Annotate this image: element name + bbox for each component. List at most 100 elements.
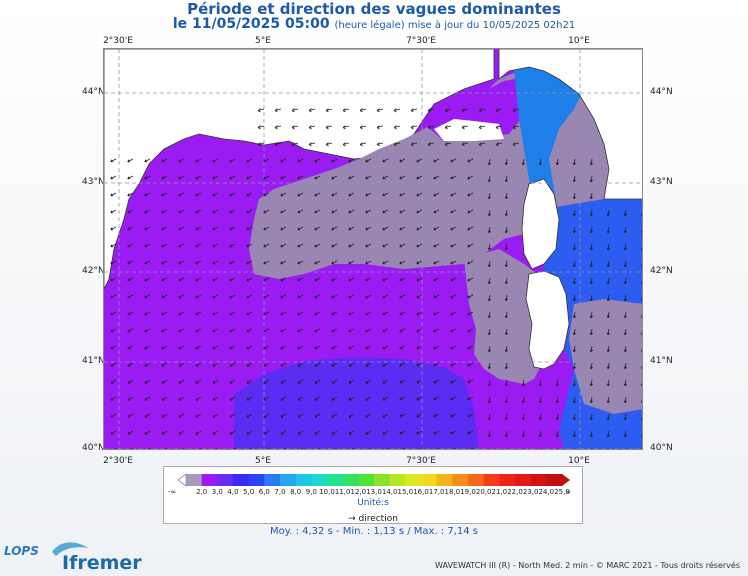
direction-arrow: [433, 192, 440, 197]
direction-arrow: [572, 226, 576, 234]
direction-arrow: [291, 108, 299, 113]
scale-label: 17,0: [428, 488, 445, 496]
direction-arrow: [178, 294, 185, 299]
direction-arrow: [487, 277, 491, 285]
direction-arrow: [178, 209, 185, 214]
direction-arrow: [416, 311, 423, 316]
direction-arrow: [331, 192, 338, 197]
lon-tick-top-2: 7°30'E: [406, 36, 436, 46]
direction-arrow: [467, 328, 474, 333]
direction-arrow: [110, 260, 117, 265]
direction-arrow: [195, 379, 202, 384]
land-gap-ligurian: [434, 119, 504, 141]
direction-arrow: [212, 209, 219, 214]
wave-map[interactable]: [103, 48, 643, 450]
direction-arrow: [263, 209, 270, 214]
direction-arrow: [314, 243, 321, 248]
direction-arrow: [504, 345, 508, 353]
direction-arrow: [487, 311, 491, 319]
direction-arrow: [314, 345, 321, 350]
direction-arrow: [623, 328, 627, 336]
direction-arrow: [161, 311, 168, 316]
direction-arrow: [365, 226, 372, 231]
direction-arrow: [555, 430, 559, 438]
direction-arrow: [263, 413, 270, 418]
direction-arrow: [331, 413, 338, 418]
direction-arrow: [280, 175, 287, 180]
direction-arrow: [512, 142, 520, 147]
direction-arrow: [591, 447, 593, 449]
direction-arrow: [331, 158, 338, 163]
direction-arrow: [110, 192, 117, 197]
direction-arrow: [110, 362, 117, 367]
direction-arrow: [555, 396, 559, 404]
direction-arrow: [512, 125, 520, 130]
direction-arrow: [623, 311, 627, 319]
direction-arrow: [461, 142, 469, 147]
direction-arrow: [246, 362, 253, 367]
direction-arrow: [504, 379, 508, 387]
direction-arrow: [467, 294, 474, 299]
direction-arrow: [427, 125, 435, 130]
direction-arrow: [450, 158, 457, 163]
direction-arrow: [450, 192, 457, 197]
direction-arrow: [257, 108, 265, 113]
scale-swatch: [327, 474, 344, 486]
direction-arrow: [212, 396, 219, 401]
direction-arrow: [263, 362, 270, 367]
direction-arrow: [487, 226, 491, 234]
direction-arrow: [212, 311, 219, 316]
direction-arrow: [365, 311, 372, 316]
lon-tick-top-3: 10°E: [568, 36, 590, 46]
direction-arrow: [399, 311, 406, 316]
direction-arrow: [263, 175, 270, 180]
direction-arrow: [263, 243, 270, 248]
direction-arrow: [589, 175, 593, 183]
direction-arrow: [572, 243, 576, 251]
direction-arrow: [314, 379, 321, 384]
scale-swatch: [546, 474, 563, 486]
direction-arrow: [246, 192, 253, 197]
direction-arrow: [178, 328, 185, 333]
direction-arrow: [555, 379, 559, 387]
direction-arrow: [572, 311, 576, 319]
direction-arrow: [331, 379, 338, 384]
direction-arrow: [416, 345, 423, 350]
direction-arrow: [572, 209, 576, 217]
direction-arrow: [416, 192, 423, 197]
scale-swatch: [201, 474, 218, 486]
scale-label: 12,0: [350, 488, 367, 496]
direction-arrow: [555, 413, 559, 421]
direction-arrow: [161, 192, 168, 197]
direction-arrow: [504, 260, 508, 268]
direction-arrow: [399, 413, 406, 418]
direction-arrow: [331, 430, 338, 435]
direction-arrow: [359, 108, 367, 113]
direction-arrow: [144, 226, 151, 231]
scale-swatch: [217, 474, 234, 486]
direction-arrow: [161, 158, 168, 163]
direction-arrow: [606, 260, 610, 268]
direction-arrow: [606, 209, 610, 217]
scale-swatch: [342, 474, 359, 486]
direction-arrow: [382, 209, 389, 214]
direction-arrow: [467, 226, 474, 231]
scale-label: 2,0: [196, 488, 208, 496]
direction-arrow: [623, 362, 627, 370]
direction-arrow: [433, 277, 440, 282]
direction-arrow: [606, 294, 610, 302]
scale-swatch: [421, 474, 438, 486]
direction-arrow: [348, 430, 355, 435]
direction-arrow: [467, 345, 474, 350]
direction-arrow: [467, 175, 474, 180]
direction-arrow: [178, 396, 185, 401]
direction-arrow: [280, 413, 287, 418]
direction-arrow: [434, 447, 440, 449]
direction-arrow: [467, 396, 474, 401]
direction-arrow: [399, 209, 406, 214]
direction-arrow: [504, 362, 508, 370]
ifremer-logo: Ifremer: [62, 552, 142, 574]
direction-arrow: [623, 260, 627, 268]
direction-arrow: [325, 108, 333, 113]
direction-arrow: [212, 430, 219, 435]
